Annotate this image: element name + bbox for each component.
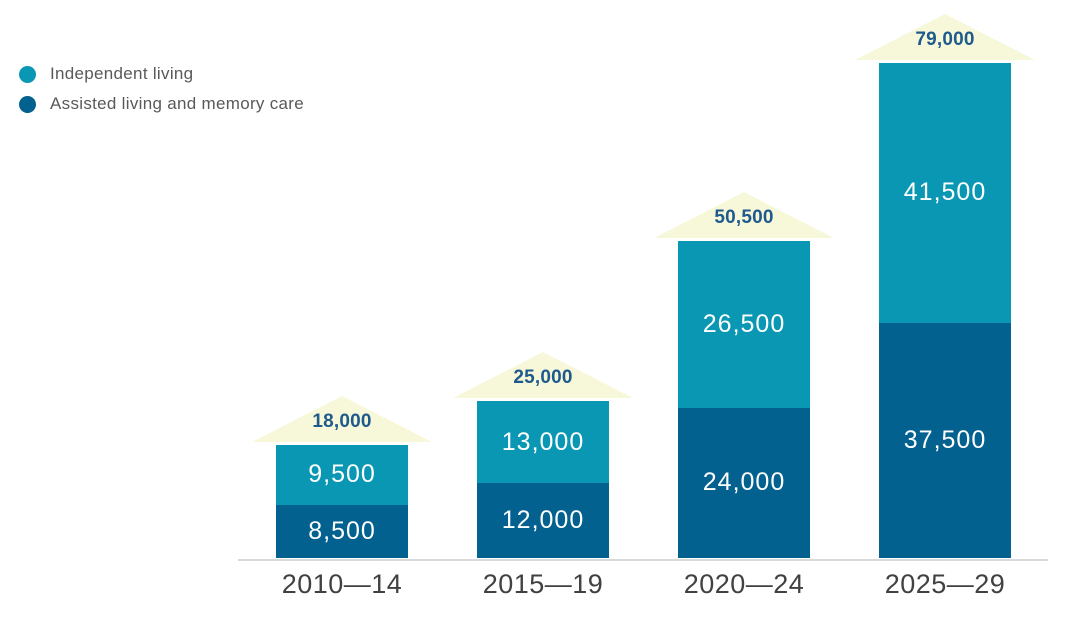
legend-label: Assisted living and memory care [50, 94, 305, 113]
x-axis-label: 2010—14 [281, 569, 403, 599]
bar-segment-assisted-living: 8,500 [276, 504, 408, 558]
total-value-label: 25,000 [513, 367, 573, 389]
total-roof-arrow-icon [453, 352, 633, 399]
x-axis-line [238, 559, 1048, 561]
bar-segment-independent-living: 13,000 [477, 401, 609, 483]
total-roof-arrow-icon [855, 13, 1035, 60]
x-axis-label: 2015—19 [482, 569, 604, 599]
legend-item-assisted-living: Assisted living and memory care [19, 93, 304, 115]
total-roof-arrow-icon [654, 192, 834, 239]
total-value-label: 79,000 [915, 28, 975, 50]
total-value-label: 18,000 [312, 411, 372, 433]
segment-value-label: 8,500 [308, 516, 376, 545]
bar-segment-assisted-living: 24,000 [678, 407, 810, 558]
segment-value-label: 9,500 [308, 460, 376, 489]
legend: Independent living Assisted living and m… [19, 63, 304, 123]
x-axis-label: 2025—29 [884, 569, 1006, 599]
segment-value-label: 13,000 [501, 427, 585, 456]
legend-item-independent-living: Independent living [19, 63, 304, 85]
legend-dot-icon [19, 65, 36, 83]
legend-dot-icon [19, 95, 36, 113]
bar-segment-independent-living: 41,500 [879, 62, 1011, 323]
bar-segment-independent-living: 9,500 [276, 445, 408, 505]
bar-segment-assisted-living: 12,000 [477, 482, 609, 558]
total-roof-arrow-icon [252, 396, 432, 443]
x-axis-label: 2020—24 [683, 569, 805, 599]
segment-value-label: 41,500 [903, 178, 987, 207]
total-value-label: 50,500 [714, 207, 774, 229]
segment-value-label: 24,000 [702, 468, 786, 497]
segment-value-label: 26,500 [702, 309, 786, 338]
segment-value-label: 12,000 [501, 505, 585, 534]
bar-segment-assisted-living: 37,500 [879, 322, 1011, 558]
segment-value-label: 37,500 [903, 425, 987, 454]
legend-label: Independent living [50, 64, 194, 83]
bar-segment-independent-living: 26,500 [678, 241, 810, 408]
